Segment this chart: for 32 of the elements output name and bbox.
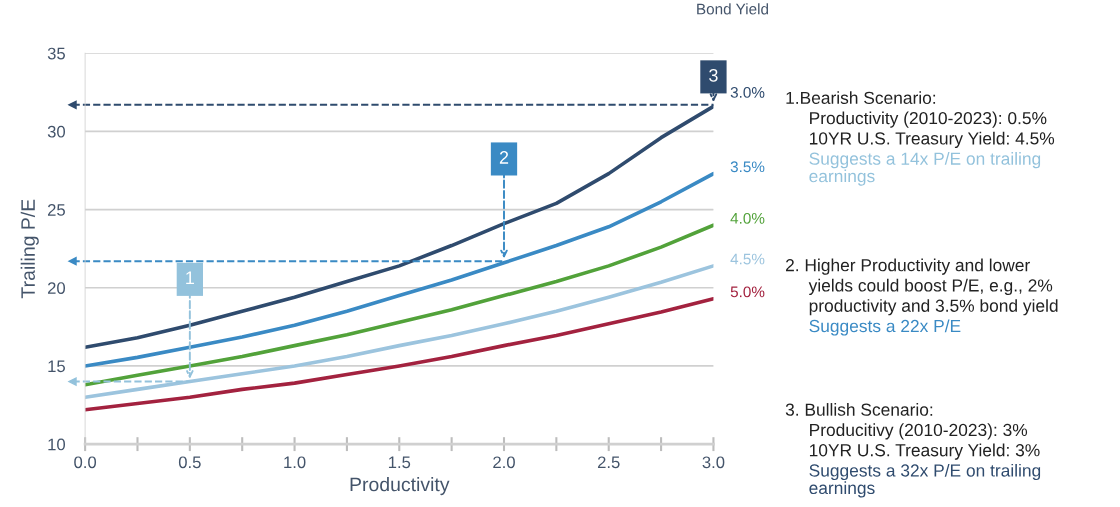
x-tick-label: 0.0 (74, 456, 97, 469)
line-series (85, 223, 714, 387)
series-label: 4.5% (730, 253, 765, 265)
series-label: 3.5% (730, 161, 765, 173)
y-tick-label: 15 (48, 360, 65, 373)
y-tick-label: 25 (47, 203, 65, 216)
y-tick-label: 35 (47, 47, 65, 60)
y-axis-title: Trailing P/E (20, 199, 39, 299)
text: 2. Higher Productivity and lower yields could boost P/E, e.g., 2% productivity and 3.5% bond yield (785, 258, 1058, 316)
text: Suggests a 22x P/E (809, 319, 961, 336)
text: 3. Bullish Scenario: Producitivy (2010-2023): 3% 10YR U.S. Treasury Yield: 3% (785, 403, 1040, 460)
text: Suggests a 32x P/E on trailing earnings (809, 463, 1041, 498)
x-tick-label: 0.5 (178, 456, 201, 469)
x-tick-label: 1.5 (388, 456, 411, 469)
x-tick-label: 1.0 (284, 456, 306, 469)
text: 1.Bearish Scenario: Productivity (2010-2023): 0.5% 10YR U.S. Treasury Yield: 4.5% (786, 91, 1055, 148)
series-label: 5.0% (730, 286, 765, 298)
legend-label: 3.0% (730, 87, 765, 98)
x-axis-title: Productivity (350, 477, 450, 496)
text: Suggests a 14x P/E on trailing earnings (809, 152, 1041, 186)
y-tick-label: 30 (47, 125, 66, 138)
x-tick-label: 2.0 (493, 456, 515, 469)
annotation: 3 (709, 68, 718, 82)
line-series (85, 296, 714, 412)
y-tick-label: 20 (47, 282, 66, 294)
x-tick-label: 3.0 (702, 456, 725, 469)
legend-title: Bond Yield (697, 3, 769, 15)
x-tick-label: 2.5 (597, 456, 620, 469)
y-tick-label: 10 (48, 438, 66, 451)
series-label: 4.0% (730, 212, 765, 224)
annotation: 1 (186, 271, 194, 285)
annotation: 2 (499, 151, 509, 164)
